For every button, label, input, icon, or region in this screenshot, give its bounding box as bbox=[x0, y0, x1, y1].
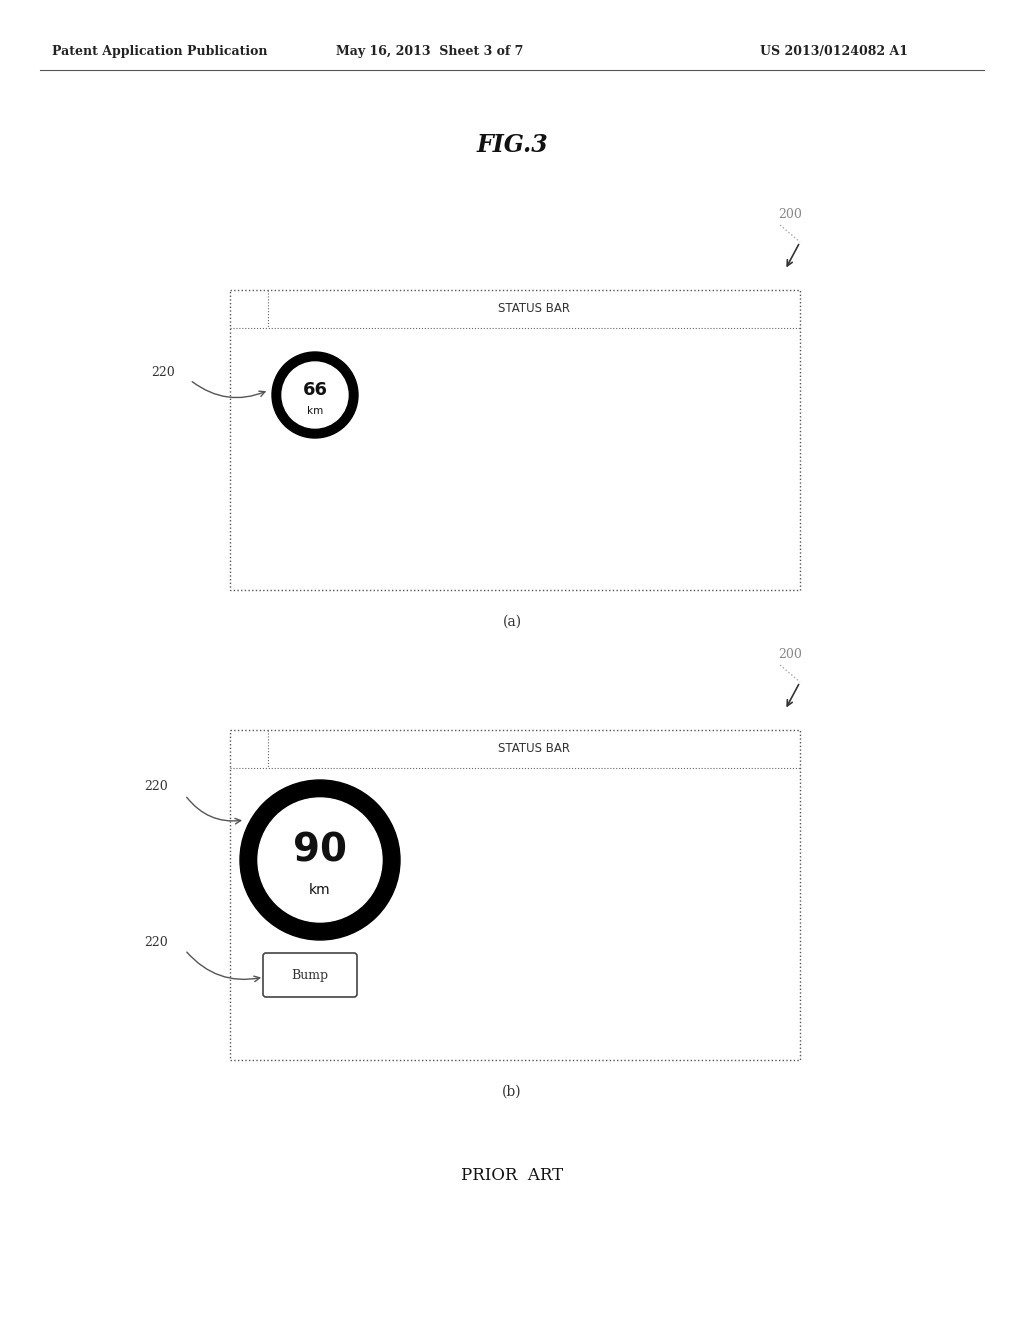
Text: km: km bbox=[309, 883, 331, 898]
Text: km: km bbox=[307, 407, 324, 416]
Text: 200: 200 bbox=[778, 648, 802, 661]
Circle shape bbox=[240, 780, 400, 940]
Text: (a): (a) bbox=[503, 615, 521, 630]
Text: Bump: Bump bbox=[292, 969, 329, 982]
Text: US 2013/0124082 A1: US 2013/0124082 A1 bbox=[760, 45, 908, 58]
Circle shape bbox=[282, 362, 348, 428]
Text: 200: 200 bbox=[778, 209, 802, 220]
Text: 66: 66 bbox=[302, 381, 328, 399]
Text: 220: 220 bbox=[152, 366, 175, 379]
Text: STATUS BAR: STATUS BAR bbox=[498, 742, 570, 755]
Text: Patent Application Publication: Patent Application Publication bbox=[52, 45, 267, 58]
Circle shape bbox=[258, 799, 382, 921]
Text: FIG.3: FIG.3 bbox=[476, 133, 548, 157]
Text: PRIOR  ART: PRIOR ART bbox=[461, 1167, 563, 1184]
Text: 220: 220 bbox=[144, 936, 168, 949]
Circle shape bbox=[272, 352, 358, 438]
Bar bbox=[230, 290, 800, 590]
Text: 90: 90 bbox=[293, 832, 347, 869]
Bar bbox=[230, 730, 800, 1060]
Text: (b): (b) bbox=[502, 1085, 522, 1100]
FancyBboxPatch shape bbox=[263, 953, 357, 997]
Text: STATUS BAR: STATUS BAR bbox=[498, 302, 570, 315]
Text: 220: 220 bbox=[144, 780, 168, 793]
Text: May 16, 2013  Sheet 3 of 7: May 16, 2013 Sheet 3 of 7 bbox=[336, 45, 523, 58]
